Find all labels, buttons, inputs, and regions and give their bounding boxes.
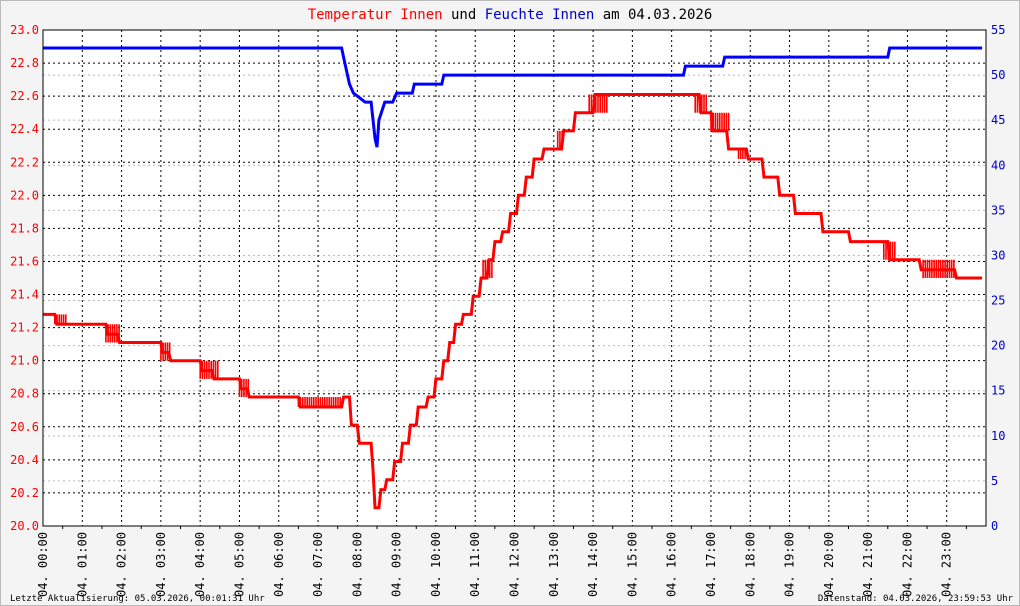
noise-band (710, 112, 730, 131)
y-left-tick-label: 22.2 (10, 155, 39, 169)
y-left-tick-label: 20.6 (10, 420, 39, 434)
footer-last-update: Letzte Aktualisierung: 05.03.2026, 00:01… (10, 594, 265, 604)
y-left-tick-label: 22.6 (10, 89, 39, 103)
x-tick-label: 04. 23:00 (940, 532, 954, 597)
title-part: und (443, 7, 485, 23)
y-left-tick-label: 21.8 (10, 221, 39, 235)
axis-labels: 20.0 20.2 20.4 20.6 20.8 21.0 21.2 21.4 21.6 21.8… (10, 23, 1005, 597)
y-right-tick-label: 40 (991, 158, 1005, 172)
y-right-tick-label: 55 (991, 23, 1005, 37)
x-tick-label: 04. 05:00 (232, 532, 246, 597)
x-tick-label: 04. 20:00 (822, 532, 836, 597)
y-right-tick-label: 5 (991, 474, 998, 488)
noise-band (737, 149, 749, 159)
noise-band (160, 342, 171, 361)
y-left-tick-label: 21.4 (10, 288, 39, 302)
y-right-tick-label: 25 (991, 294, 1005, 308)
x-tick-label: 04. 10:00 (429, 532, 443, 597)
y-left-tick-label: 21.6 (10, 254, 39, 268)
noise-band (482, 259, 493, 278)
y-right-tick-label: 45 (991, 113, 1005, 127)
y-left-tick-label: 23.0 (10, 23, 39, 37)
y-right-tick-label: 20 (991, 339, 1005, 353)
x-tick-label: 04. 13:00 (547, 532, 561, 597)
y-left-tick-label: 20.2 (10, 486, 39, 500)
title-part: Temperatur Innen (308, 7, 443, 23)
noise-band (588, 94, 608, 113)
x-tick-label: 04. 03:00 (154, 532, 168, 597)
x-tick-label: 04. 01:00 (75, 532, 89, 597)
chart-title: Temperatur Innen und Feuchte Innen am 04… (308, 7, 713, 23)
x-tick-label: 04. 02:00 (115, 532, 129, 597)
x-tick-label: 04. 15:00 (625, 532, 639, 597)
x-tick-label: 04. 17:00 (704, 532, 718, 597)
title-part: am 04.03.2026 (594, 7, 712, 23)
x-tick-label: 04. 21:00 (861, 532, 875, 597)
y-right-tick-label: 0 (991, 519, 998, 533)
y-left-tick-label: 20.8 (10, 387, 39, 401)
title-part: Feuchte Innen (485, 7, 595, 23)
x-tick-label: 04. 19:00 (783, 532, 797, 597)
x-tick-label: 04. 22:00 (900, 532, 914, 597)
noise-band (105, 324, 120, 343)
x-tick-label: 04. 09:00 (390, 532, 404, 597)
x-tick-label: 04. 04:00 (193, 532, 207, 597)
noise-band (694, 94, 707, 113)
noise-band (199, 360, 219, 379)
x-tick-label: 04. 16:00 (665, 532, 679, 597)
y-right-tick-label: 35 (991, 203, 1005, 217)
plot-border (42, 29, 987, 527)
y-right-tick-label: 10 (991, 429, 1005, 443)
y-right-tick-label: 15 (991, 384, 1005, 398)
x-tick-label: 04. 07:00 (311, 532, 325, 597)
y-right-tick-label: 30 (991, 248, 1005, 262)
x-tick-label: 04. 00:00 (36, 532, 50, 597)
y-left-tick-label: 20.0 (10, 519, 39, 533)
y-left-tick-label: 20.4 (10, 453, 39, 467)
x-tick-label: 04. 11:00 (468, 532, 482, 597)
footer-data-status: Datenstand: 04.03.2026, 23:59:53 Uhr (818, 594, 1014, 604)
data-series (43, 46, 983, 510)
y-left-tick-label: 22.8 (10, 56, 39, 70)
x-tick-label: 04. 14:00 (586, 532, 600, 597)
noise-band (54, 314, 67, 325)
y-left-tick-label: 22.0 (10, 188, 39, 202)
x-tick-label: 04. 18:00 (743, 532, 757, 597)
y-left-tick-label: 22.4 (10, 122, 39, 136)
noise-band (556, 130, 563, 149)
series-line-humidity (43, 46, 983, 148)
y-right-tick-label: 50 (991, 68, 1005, 82)
noise-band (297, 397, 341, 407)
x-tick-label: 04. 12:00 (508, 532, 522, 597)
x-tick-label: 04. 08:00 (350, 532, 364, 597)
y-left-tick-label: 21.2 (10, 321, 39, 335)
plot-area (43, 30, 986, 526)
x-tick-label: 04. 06:00 (272, 532, 286, 597)
noise-band (883, 241, 896, 260)
noise-band (238, 378, 250, 397)
noise-band (922, 259, 955, 278)
y-left-tick-label: 21.0 (10, 354, 39, 368)
